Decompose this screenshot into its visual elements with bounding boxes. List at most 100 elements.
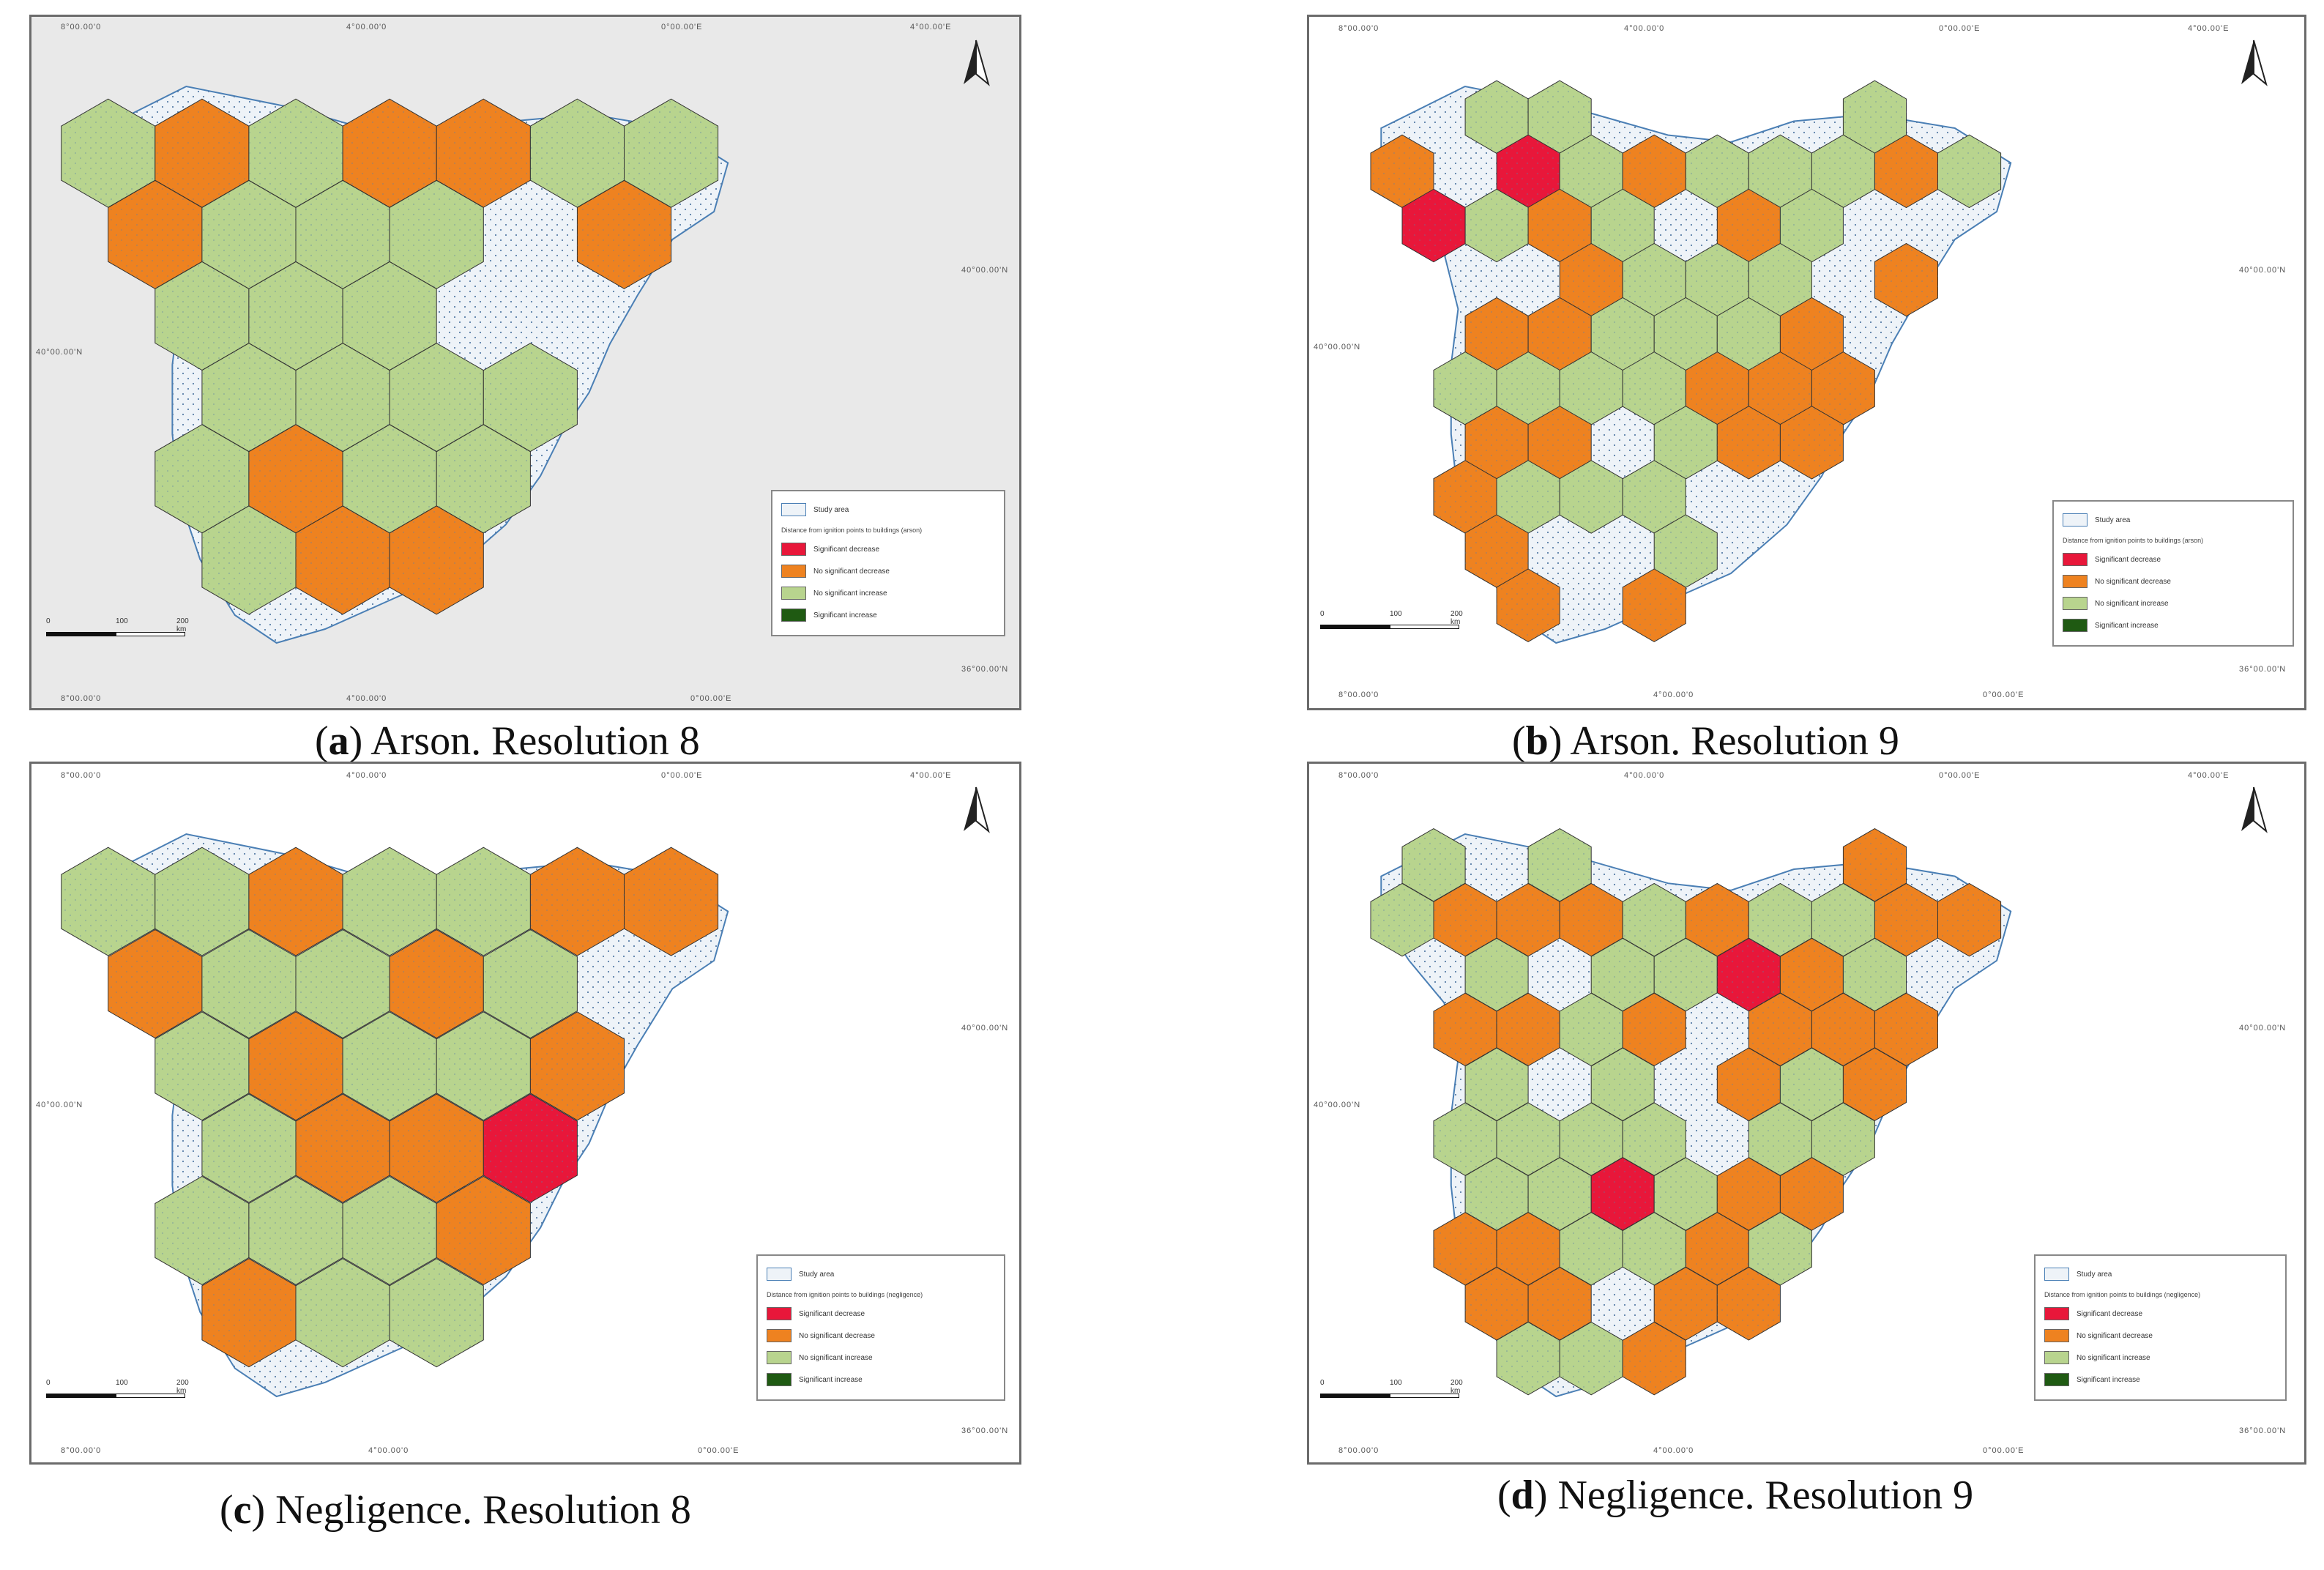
- significant-increase-swatch: [2063, 619, 2087, 632]
- scale-label: 200 km: [1450, 1379, 1463, 1395]
- hex-cell-pattern: [201, 929, 296, 1038]
- top-coord: 4°00.00'E: [910, 23, 952, 31]
- hex-cell-pattern: [343, 99, 437, 208]
- hex-cell-pattern: [1560, 993, 1623, 1066]
- right-coord: 40°00.00'N: [2239, 266, 2287, 275]
- scale-label: 100: [1390, 610, 1402, 618]
- hex-cell-pattern: [1811, 993, 1875, 1066]
- bottom-coord: 8°00.00'0: [1338, 691, 1379, 699]
- caption-b: (b) Arson. Resolution 9: [1512, 718, 1899, 764]
- scale-label: 0: [46, 617, 51, 625]
- hex-cell-pattern: [1371, 883, 1434, 956]
- scale-label: 0: [1320, 1379, 1325, 1387]
- hex-cell-pattern: [1717, 1267, 1781, 1340]
- hex-cell-pattern: [248, 1176, 343, 1285]
- hex-cell-pattern: [1623, 1322, 1686, 1395]
- hex-cell-pattern: [154, 1011, 249, 1120]
- hex-cell-pattern: [1623, 351, 1686, 425]
- bottom-coord: 0°00.00'E: [1983, 691, 2025, 699]
- hex-cell-pattern: [1874, 135, 1938, 208]
- hex-cell-pattern: [1874, 243, 1938, 316]
- hex-cell-pattern: [1465, 189, 1529, 262]
- hex-cell-pattern: [248, 424, 343, 533]
- hex-cell-pattern: [1654, 1157, 1718, 1231]
- hex-cell-pattern: [1465, 938, 1529, 1011]
- left-coord: 40°00.00'N: [1314, 1101, 1361, 1109]
- scale-bar: 0 100 200 km: [1320, 610, 1467, 639]
- hex-cell-pattern: [1780, 1048, 1844, 1121]
- hex-cell-pattern: [1654, 1267, 1718, 1340]
- hex-cell-pattern: [1717, 1048, 1781, 1121]
- significant-increase-swatch: [2044, 1373, 2069, 1386]
- study-area-swatch: [2044, 1268, 2069, 1281]
- hex-cell-pattern: [1717, 406, 1781, 480]
- hex-cell-pattern: [1874, 883, 1938, 956]
- top-coord: 0°00.00'E: [1939, 771, 1981, 780]
- legend-item: Significant increase: [2077, 1375, 2140, 1384]
- hex-cell-pattern: [1748, 1103, 1812, 1176]
- hex-cell-pattern: [1748, 135, 1812, 208]
- hex-cell-pattern: [201, 180, 296, 289]
- hex-cell-pattern: [343, 1011, 437, 1120]
- no-significant-increase-swatch: [781, 587, 806, 600]
- hex-cell-pattern: [483, 343, 578, 452]
- hex-cell-pattern: [1748, 993, 1812, 1066]
- hex-cell-pattern: [1497, 993, 1560, 1066]
- panel-c: 8°00.00'0 4°00.00'0 0°00.00'E 4°00.00'E …: [29, 762, 1025, 1567]
- bottom-coord: 4°00.00'0: [346, 694, 387, 703]
- hex-cell-pattern: [1748, 243, 1812, 316]
- legend-item: Significant decrease: [813, 545, 880, 554]
- bottom-coord: 0°00.00'E: [690, 694, 732, 703]
- hex-cell-pattern: [1623, 993, 1686, 1066]
- legend-item: Significant decrease: [799, 1309, 865, 1318]
- top-coord: 8°00.00'0: [61, 771, 102, 780]
- right-coord: 36°00.00'N: [2239, 1426, 2287, 1435]
- hex-cell-pattern: [201, 1258, 296, 1367]
- hex-cell-pattern: [1465, 406, 1529, 480]
- hex-cell-pattern: [1465, 81, 1529, 154]
- panel-a: 8°00.00'0 4°00.00'0 0°00.00'E 4°00.00'E …: [29, 15, 1025, 776]
- study-area-swatch: [767, 1268, 792, 1281]
- panel-b: 8°00.00'0 4°00.00'0 0°00.00'E 4°00.00'E …: [1307, 15, 2310, 776]
- hex-cell-pattern: [577, 180, 671, 289]
- hex-cell-pattern: [530, 1011, 625, 1120]
- scale-label: 200 km: [176, 1379, 189, 1395]
- bottom-coord: 0°00.00'E: [698, 1446, 740, 1455]
- legend-item: No significant increase: [813, 589, 887, 598]
- hex-cell-pattern: [1591, 1048, 1655, 1121]
- scale-label: 200 km: [176, 617, 189, 633]
- hex-cell-pattern: [248, 261, 343, 371]
- hex-cell-pattern: [343, 424, 437, 533]
- legend-item: Significant decrease: [2095, 555, 2161, 564]
- hex-map-d: [1370, 828, 2012, 1398]
- hex-cell-pattern: [343, 1176, 437, 1285]
- hex-cell-pattern: [1497, 1103, 1560, 1176]
- hex-cell-pattern: [436, 1176, 531, 1285]
- no-significant-decrease-swatch: [781, 565, 806, 578]
- caption-c: (c) Negligence. Resolution 8: [220, 1487, 691, 1533]
- hex-cell-pattern: [1748, 883, 1812, 956]
- bottom-coord: 8°00.00'0: [61, 1446, 102, 1455]
- top-coord: 4°00.00'E: [2188, 771, 2230, 780]
- scale-label: 200 km: [1450, 610, 1463, 626]
- hex-map-c: [61, 833, 729, 1398]
- hex-cell-pattern: [296, 929, 390, 1038]
- hex-cell-pattern: [1528, 81, 1592, 154]
- hex-cell-pattern: [390, 180, 484, 289]
- legend: Study area Distance from ignition points…: [2034, 1254, 2287, 1401]
- map-frame-b: 8°00.00'0 4°00.00'0 0°00.00'E 4°00.00'E …: [1307, 15, 2306, 710]
- hex-cell-pattern: [1560, 1322, 1623, 1395]
- map-frame-c: 8°00.00'0 4°00.00'0 0°00.00'E 4°00.00'E …: [29, 762, 1021, 1465]
- hex-cell-pattern: [1497, 351, 1560, 425]
- top-coord: 4°00.00'0: [1624, 24, 1665, 33]
- top-coord: 0°00.00'E: [661, 771, 703, 780]
- hex-cell-pattern: [1654, 297, 1718, 371]
- legend-study-area: Study area: [2077, 1270, 2112, 1279]
- hex-cell-pattern: [1623, 569, 1686, 642]
- hex-cell-pattern: [1843, 1048, 1907, 1121]
- legend-title: Distance from ignition points to buildin…: [2044, 1291, 2201, 1298]
- hex-cell-pattern: [296, 180, 390, 289]
- left-coord: 40°00.00'N: [1314, 343, 1361, 351]
- hex-cell-pattern: [1623, 883, 1686, 956]
- no-significant-increase-swatch: [2063, 597, 2087, 610]
